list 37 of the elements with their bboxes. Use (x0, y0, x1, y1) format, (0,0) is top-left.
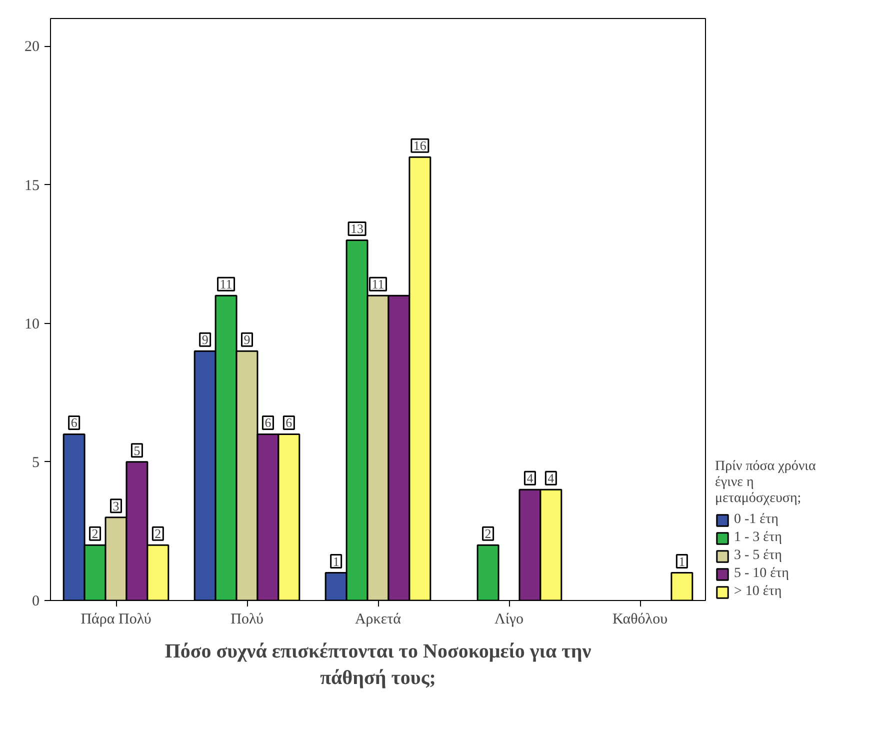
data-label: 4 (526, 470, 534, 486)
data-label: 2 (484, 526, 492, 542)
y-tick-label: 0 (32, 594, 40, 610)
x-tick-label: Πολύ (230, 612, 264, 628)
bar (476, 544, 500, 600)
data-label: 3 (112, 498, 120, 514)
legend-label: 1 - 3 έτη (734, 530, 782, 546)
data-label: 11 (372, 276, 384, 292)
data-label: 1 (332, 554, 340, 569)
y-tick-label: 10 (24, 316, 40, 332)
x-tick-label: Πάρα Πολύ (80, 612, 152, 628)
data-label: 11 (220, 276, 232, 292)
data-label: 5 (134, 442, 140, 458)
data-label: 16 (413, 138, 427, 154)
data-label: 6 (70, 415, 78, 430)
data-label: 4 (548, 470, 555, 486)
data-label: 9 (244, 332, 250, 348)
data-label: 2 (154, 526, 162, 542)
data-label: 6 (286, 415, 293, 430)
x-tick-label: Λίγο (494, 612, 524, 628)
data-label: 2 (92, 526, 98, 542)
legend-label: 3 - 5 έτη (734, 548, 782, 564)
data-label: 9 (202, 332, 208, 348)
data-label: 13 (350, 221, 364, 236)
data-label: 6 (264, 415, 272, 430)
data-label: 1 (678, 554, 686, 569)
legend-label: 5 - 10 έτη (734, 566, 789, 582)
bar (670, 572, 694, 600)
legend-label: 0 -1 έτη (734, 512, 778, 528)
x-tick-label: Καθόλου (612, 612, 668, 628)
y-tick-label: 5 (32, 454, 40, 471)
x-tick-label: Αρκετά (354, 612, 402, 628)
y-tick-label: 15 (24, 178, 40, 194)
legend-label: > 10 έτη (734, 584, 782, 600)
legend-title: Πρίν πόσα χρόνια έγινε η μεταμόσχευση; (715, 459, 816, 507)
x-axis-title: Πόσο συχνά επισκέπτονται το Νοσοκομείο για την πάθησή τους; (164, 640, 592, 689)
y-tick-label: 20 (24, 39, 40, 56)
